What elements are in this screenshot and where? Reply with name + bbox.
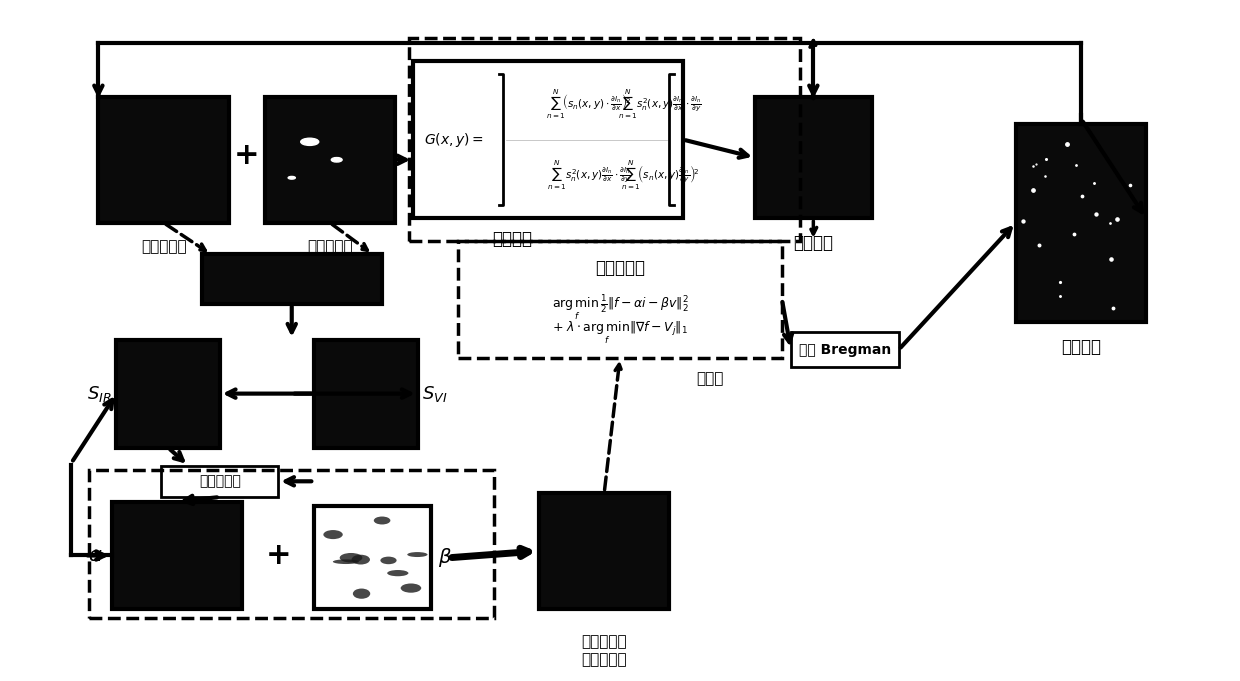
Text: $\sum_{n=1}^{N}s_n^2(x,y)\frac{\partial I_n}{\partial x}\cdot\frac{\partial I_n}: $\sum_{n=1}^{N}s_n^2(x,y)\frac{\partial … <box>547 159 630 192</box>
Text: $\sum_{n=1}^{N}s_n^2(x,y)\frac{\partial I_n}{\partial x}\cdot\frac{\partial I_n}: $\sum_{n=1}^{N}s_n^2(x,y)\frac{\partial … <box>619 89 702 121</box>
Ellipse shape <box>331 157 342 162</box>
Ellipse shape <box>381 556 397 564</box>
Text: 数据保真项
的视觉效果: 数据保真项 的视觉效果 <box>582 635 627 667</box>
Text: $\sum_{n=1}^{N}\!\left(s_n(x,y)\frac{\partial I_n}{\partial y}\right)^{\!2}$: $\sum_{n=1}^{N}\!\left(s_n(x,y)\frac{\pa… <box>621 159 699 192</box>
Ellipse shape <box>401 584 422 592</box>
Ellipse shape <box>407 552 428 557</box>
Text: 正则项: 正则项 <box>696 371 724 386</box>
FancyBboxPatch shape <box>98 97 229 223</box>
FancyBboxPatch shape <box>1016 124 1146 321</box>
Text: $\alpha$: $\alpha$ <box>88 546 103 565</box>
FancyBboxPatch shape <box>413 61 683 218</box>
Text: $G(x,y)=$: $G(x,y)=$ <box>424 131 484 148</box>
FancyBboxPatch shape <box>112 501 242 609</box>
FancyBboxPatch shape <box>265 97 396 223</box>
Text: $+\ \lambda\cdot\underset{f}{\arg\min}\|\nabla f - V_j\|_1$: $+\ \lambda\cdot\underset{f}{\arg\min}\|… <box>552 319 688 346</box>
Ellipse shape <box>332 559 358 564</box>
Ellipse shape <box>353 588 371 599</box>
Text: $S_{VI}$: $S_{VI}$ <box>422 383 448 404</box>
Text: $\beta$: $\beta$ <box>438 546 453 569</box>
FancyBboxPatch shape <box>755 97 872 218</box>
Text: 裂变 Bregman: 裂变 Bregman <box>799 343 892 357</box>
Text: $S_{IR}$: $S_{IR}$ <box>87 383 112 404</box>
Ellipse shape <box>351 555 370 565</box>
Text: 数据保真项: 数据保真项 <box>595 259 645 276</box>
FancyBboxPatch shape <box>314 506 432 609</box>
Text: $\underset{f}{\arg\min}\,\frac{1}{2}\|f-\alpha i-\beta v\|_2^2$: $\underset{f}{\arg\min}\,\frac{1}{2}\|f-… <box>552 294 688 323</box>
Text: 绝对値最大: 绝对値最大 <box>198 474 241 488</box>
Text: 结构张量: 结构张量 <box>492 230 532 248</box>
Ellipse shape <box>340 553 362 563</box>
Text: 融合图像: 融合图像 <box>1061 338 1101 356</box>
Ellipse shape <box>301 138 319 146</box>
Text: 可见光图像: 可见光图像 <box>308 239 353 254</box>
Text: $\sum_{n=1}^{N}\!\left(s_n(x,y)\cdot\frac{\partial I_n}{\partial x}\right)^{\!2}: $\sum_{n=1}^{N}\!\left(s_n(x,y)\cdot\fra… <box>546 89 631 121</box>
Ellipse shape <box>387 570 408 576</box>
FancyBboxPatch shape <box>202 254 382 304</box>
FancyBboxPatch shape <box>539 492 670 609</box>
FancyBboxPatch shape <box>117 340 219 447</box>
Ellipse shape <box>288 176 295 179</box>
FancyBboxPatch shape <box>161 466 278 497</box>
FancyBboxPatch shape <box>791 332 899 366</box>
Text: +: + <box>265 541 291 570</box>
Text: 红外源图像: 红外源图像 <box>141 239 186 254</box>
Ellipse shape <box>324 530 342 539</box>
Text: 目标梯度: 目标梯度 <box>794 234 833 253</box>
Ellipse shape <box>373 516 391 524</box>
Text: +: + <box>234 141 259 170</box>
FancyBboxPatch shape <box>314 340 418 447</box>
